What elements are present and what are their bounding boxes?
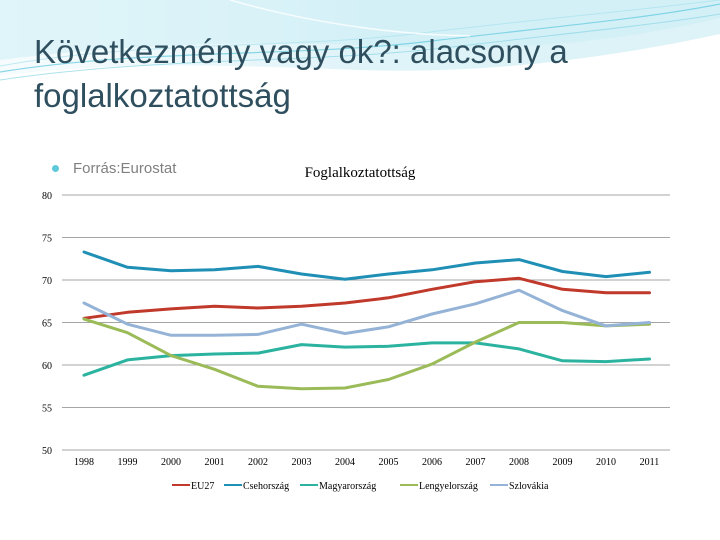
x-tick-label: 2004	[335, 457, 355, 468]
x-tick-label: 2010	[596, 457, 616, 468]
y-tick-label: 65	[42, 319, 52, 330]
legend-label: Csehország	[243, 481, 289, 492]
x-tick-label: 1999	[118, 457, 138, 468]
x-tick-label: 2003	[292, 457, 312, 468]
bullet-icon	[52, 165, 59, 172]
x-tick-label: 2009	[553, 457, 573, 468]
series-line-eu27	[82, 276, 651, 320]
source-bullet: Forrás:Eurostat	[52, 160, 176, 177]
series-line-magyarország	[82, 341, 651, 377]
x-tick-label: 2002	[248, 457, 268, 468]
y-tick-label: 50	[42, 446, 52, 457]
source-text: Forrás:Eurostat	[73, 160, 177, 177]
y-tick-label: 55	[42, 404, 52, 415]
slide-title: Következmény vagy ok?: alacsony a foglal…	[34, 33, 568, 114]
y-tick-label: 75	[42, 234, 52, 245]
legend-label: Szlovákia	[509, 481, 549, 492]
y-tick-label: 80	[42, 191, 52, 202]
x-tick-label: 2007	[466, 457, 486, 468]
series-line-szlovákia	[82, 288, 651, 337]
chart-title: Foglalkoztatottság	[305, 165, 416, 181]
x-axis-ticks: 1998 1999 2000 2001 2002 2003 2004 2005 2006 2007…	[74, 457, 659, 468]
x-tick-label: 2006	[422, 457, 442, 468]
legend-label: EU27	[191, 481, 214, 492]
x-tick-label: 2001	[205, 457, 225, 468]
legend-label: Lengyelország	[419, 481, 478, 492]
x-tick-label: 2011	[640, 457, 660, 468]
x-tick-label: 2008	[509, 457, 529, 468]
x-tick-label: 2000	[161, 457, 181, 468]
x-tick-label: 2005	[379, 457, 399, 468]
series-line-lengyelország	[82, 317, 651, 391]
series-line-csehország	[82, 250, 651, 281]
series-layer	[82, 250, 651, 391]
legend-label: Magyarország	[319, 481, 376, 492]
x-tick-label: 1998	[74, 457, 94, 468]
y-tick-label: 60	[42, 361, 52, 372]
chart-legend: EU27 Csehország Magyarország Lengyelország S…	[172, 481, 549, 492]
y-tick-label: 70	[42, 276, 52, 287]
